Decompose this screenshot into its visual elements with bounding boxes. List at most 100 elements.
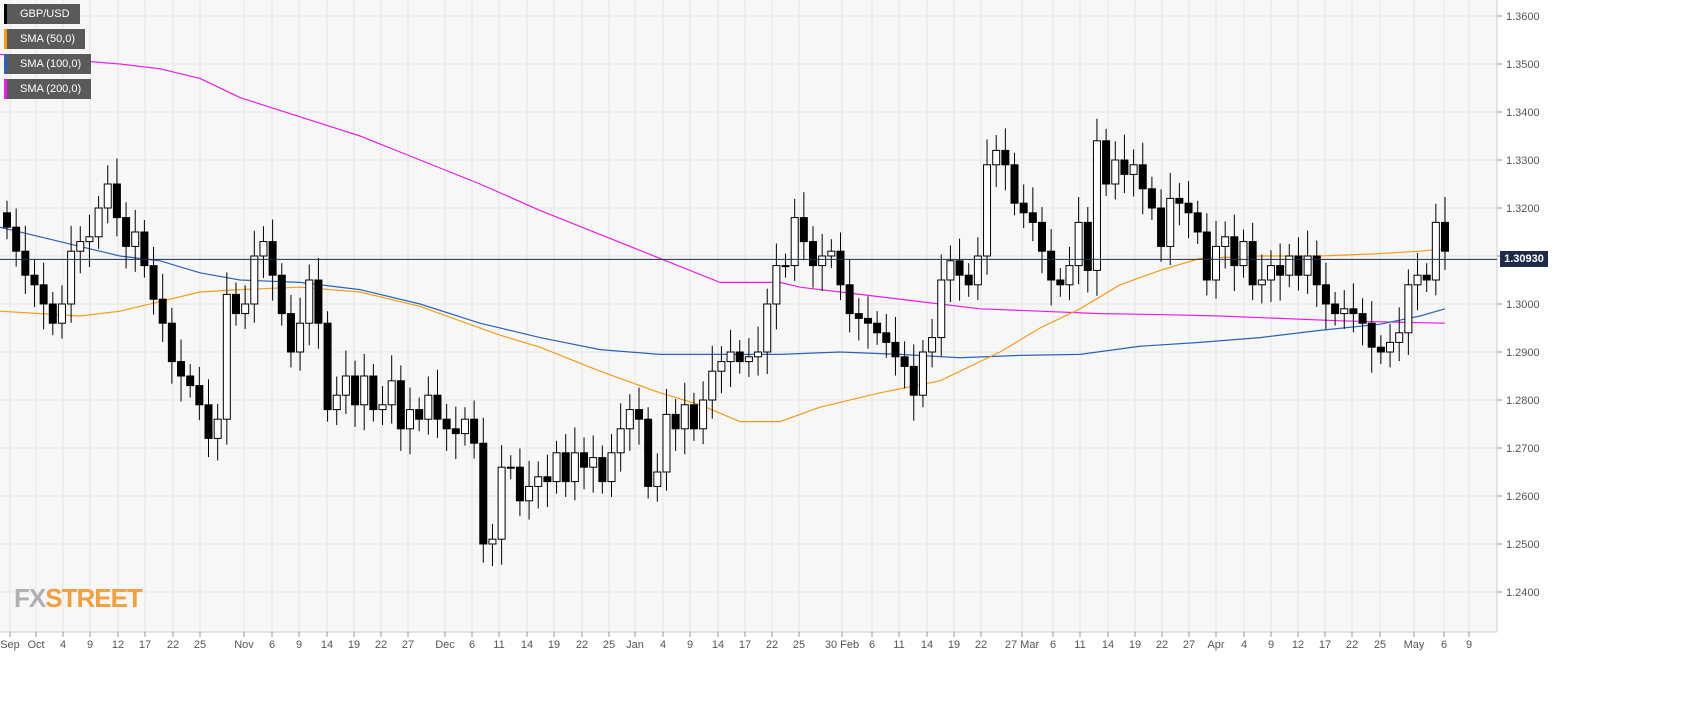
logo-fx: FX [14, 583, 46, 613]
candle [323, 311, 332, 422]
candle-body [479, 442, 488, 545]
candle [854, 298, 863, 341]
candle-body [1120, 159, 1129, 175]
candle-body [451, 428, 460, 435]
candle [1312, 240, 1321, 307]
candle [1230, 214, 1239, 292]
candle [39, 262, 48, 330]
candle-body [589, 457, 598, 468]
candle-body [1184, 202, 1193, 214]
x-tick-label: 4 [1241, 639, 1247, 651]
legend-sma-200[interactable]: SMA (200,0) [4, 79, 92, 99]
candle [1367, 301, 1376, 373]
candles [3, 118, 1449, 567]
candle [625, 394, 634, 451]
candle [204, 379, 213, 458]
candle-body [946, 260, 955, 281]
candle-body [525, 485, 534, 502]
candle-body [1331, 303, 1340, 315]
candle [1047, 229, 1056, 306]
candle-body [699, 399, 708, 430]
x-tick-label: 19 [948, 639, 960, 651]
candle-body [1248, 241, 1257, 286]
candle [909, 344, 918, 421]
x-tick-label: 6 [1441, 639, 1447, 651]
candle [1019, 184, 1028, 229]
candle-body [1083, 221, 1092, 271]
x-tick-label: 19 [548, 639, 560, 651]
candle-body [1019, 202, 1028, 214]
candle-body [268, 241, 277, 276]
candle [195, 366, 204, 421]
candle-body [754, 351, 763, 358]
x-tick-label: 17 [1319, 639, 1331, 651]
candle [305, 264, 314, 346]
candle [1074, 196, 1083, 285]
legend-gbpusd[interactable]: GBP/USD [4, 4, 80, 24]
candle-body [708, 370, 717, 401]
candle-body [1028, 212, 1037, 223]
candle-body [561, 452, 570, 483]
candle-body [772, 265, 781, 305]
candle-body [231, 293, 240, 315]
candle [332, 376, 341, 425]
candle [1276, 243, 1285, 301]
candle [689, 392, 698, 441]
candle [992, 135, 1001, 187]
candle-body [1010, 164, 1019, 204]
candle [1037, 207, 1046, 274]
candle [470, 400, 479, 459]
x-tick-label: 17 [739, 639, 751, 651]
candle [644, 407, 653, 499]
legend-sma-50[interactable]: SMA (50,0) [4, 29, 86, 49]
candle-body [112, 183, 121, 219]
x-tick-label: 9 [687, 639, 693, 651]
y-tick-label: 1.2900 [1506, 347, 1540, 359]
plot-background [0, 0, 1497, 632]
candle-body [21, 250, 30, 276]
candle [1111, 141, 1120, 200]
candle-body [85, 236, 94, 243]
candle [873, 311, 882, 345]
candle [726, 329, 735, 388]
candle-body [1193, 212, 1202, 233]
candle-body [149, 265, 158, 300]
candle [1331, 292, 1340, 326]
candle-body [222, 293, 231, 420]
candle-body [415, 409, 424, 420]
candle [112, 158, 121, 237]
candle-body [552, 452, 561, 483]
candle-body [1386, 341, 1395, 353]
candle [460, 407, 469, 446]
candle [708, 345, 717, 419]
candle-body [882, 332, 891, 343]
candle [296, 297, 305, 371]
candle-body [909, 365, 918, 396]
candle [763, 288, 772, 375]
candle-body [442, 418, 451, 430]
candle-body [763, 303, 772, 353]
candle [662, 388, 671, 491]
candle-body [543, 476, 552, 483]
candle [799, 192, 808, 261]
candle-body [1441, 221, 1449, 252]
candle-body [1404, 284, 1413, 334]
candle-body [1230, 236, 1239, 267]
candle [1395, 307, 1404, 362]
candle [543, 454, 552, 508]
candle [561, 434, 570, 497]
candle-body [680, 404, 689, 430]
sma-200-line [0, 53, 1446, 324]
candle [1129, 149, 1138, 197]
candle [1138, 142, 1147, 215]
legend-sma-100[interactable]: SMA (100,0) [4, 54, 92, 74]
candle-body [818, 255, 827, 267]
candle [1184, 181, 1193, 239]
candle [1294, 237, 1303, 291]
candle [85, 214, 94, 268]
fxstreet-logo: FXSTREET [14, 583, 143, 614]
y-tick-label: 1.2600 [1506, 491, 1540, 503]
sma-100-line [0, 226, 1446, 359]
x-axis: Sep Oct 4 9 12 17 22 25 Nov 6 9 14 19 22 27 Dec 6 11 14 19 2… [0, 632, 1472, 651]
candle-body [167, 322, 176, 363]
